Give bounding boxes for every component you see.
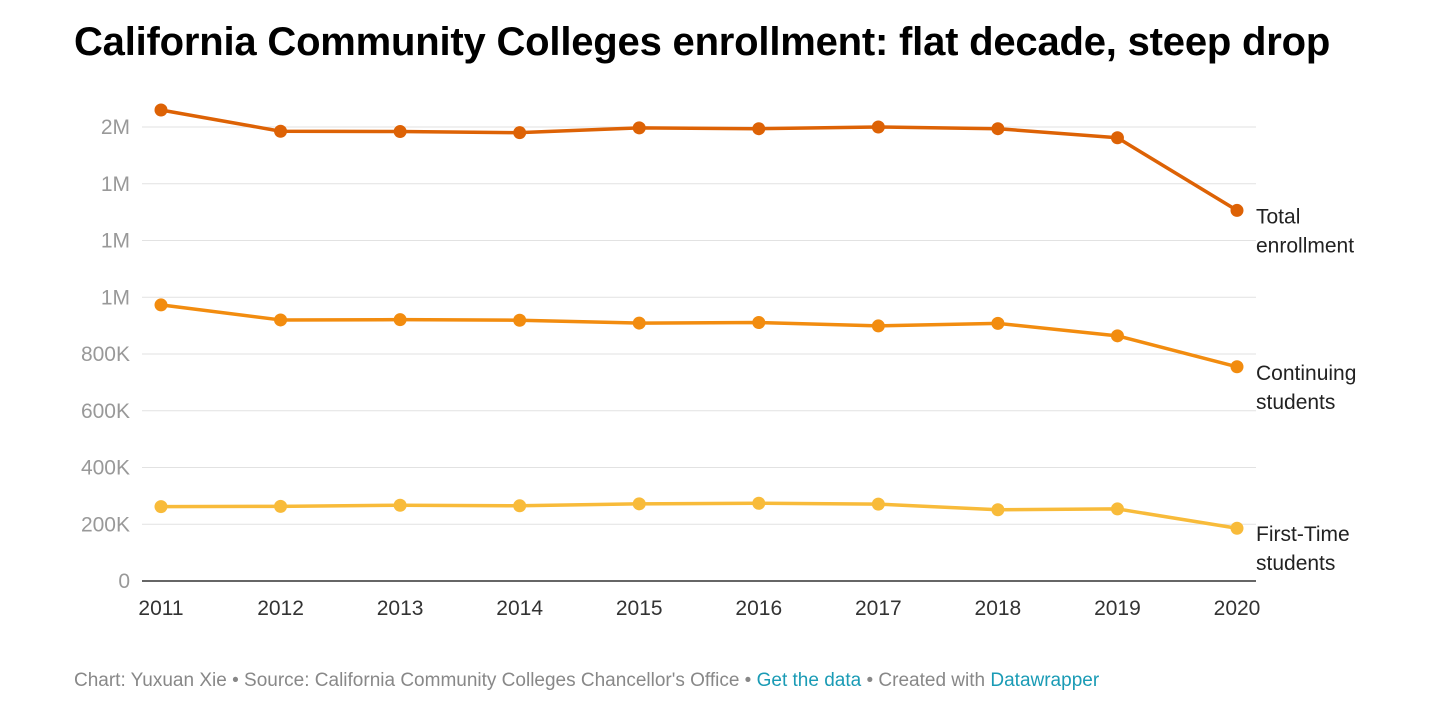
x-tick-label: 2016 [735,597,782,620]
x-tick-label: 2015 [616,597,663,620]
data-point [393,498,407,512]
y-tick-label: 0 [118,570,130,593]
x-tick-label: 2011 [138,597,183,620]
data-point [393,313,407,327]
series-label-line: enrollment [1256,234,1354,257]
get-the-data-link[interactable]: Get the data [756,670,862,691]
y-tick-label: 600K [81,400,130,423]
x-tick-label: 2018 [975,597,1022,620]
series-label-line: Continuing [1256,362,1356,385]
data-point [632,497,646,511]
series-label-line: students [1256,552,1335,575]
series-label-line: students [1256,391,1335,414]
y-tick-label: 800K [81,343,130,366]
data-point [274,313,288,327]
data-point [871,319,885,333]
x-tick-label: 2014 [496,597,543,620]
data-point [274,124,288,138]
chart-source: Source: California Community Colleges Ch… [244,670,740,691]
x-axis: 2011 2012 2013 2014 2015 2016 2017 2018 2019 2020 [138,580,1261,620]
data-point [991,503,1005,517]
footer-separator: • [861,670,879,691]
data-point [752,496,766,510]
x-tick-label: 2012 [257,597,304,620]
series-label: Total enrollment [1256,205,1354,257]
data-point [871,120,885,134]
data-point [513,499,527,513]
data-point [154,298,168,312]
y-axis: 0 200K 400K 600K 800K 1M 1M 1M 2M [81,116,130,593]
data-point [1110,329,1124,343]
data-point [1110,502,1124,516]
data-point [154,103,168,117]
data-point [513,126,527,140]
data-point [393,125,407,139]
grid-lines [142,126,1256,525]
series-label: First-Time students [1256,523,1350,575]
chart-title: California Community Colleges enrollment… [74,20,1331,64]
series-label: Continuing students [1256,362,1356,414]
x-tick-label: 2013 [377,597,424,620]
series-label-line: Total [1256,205,1300,228]
data-point [274,499,288,513]
chart-credit: Chart: Yuxuan Xie [74,670,227,691]
series-label-line: First-Time [1256,523,1350,546]
data-point [752,316,766,330]
x-tick-label: 2019 [1094,597,1141,620]
data-point [513,313,527,327]
data-point [991,316,1005,330]
data-point [871,497,885,511]
series-line [159,108,1239,213]
y-tick-label: 1M [101,173,130,196]
y-tick-label: 2M [101,116,130,139]
data-point [1110,131,1124,145]
datawrapper-link[interactable]: Datawrapper [990,670,1100,691]
data-point [1230,360,1244,374]
data-point [1230,203,1244,217]
series-line [159,303,1239,369]
x-tick-label: 2017 [855,597,902,620]
y-tick-label: 400K [81,457,130,480]
data-point [154,500,168,514]
data-point [632,316,646,330]
footer-separator: • [739,670,757,691]
series-labels: TotalenrollmentContinuingstudentsFirst-T… [1256,205,1356,575]
data-point [991,122,1005,136]
y-tick-label: 1M [101,230,130,253]
series-line [159,501,1239,530]
x-tick-label: 2020 [1214,597,1261,620]
footer-separator: • [226,670,245,691]
data-point [632,121,646,135]
created-with-text: Created with [878,670,986,691]
series-lines [154,103,1244,535]
y-tick-label: 200K [81,513,130,536]
chart-footer: Chart: Yuxuan Xie • Source: California C… [74,670,1099,692]
data-point [1230,521,1244,535]
data-point [752,122,766,136]
y-tick-label: 1M [101,286,130,309]
